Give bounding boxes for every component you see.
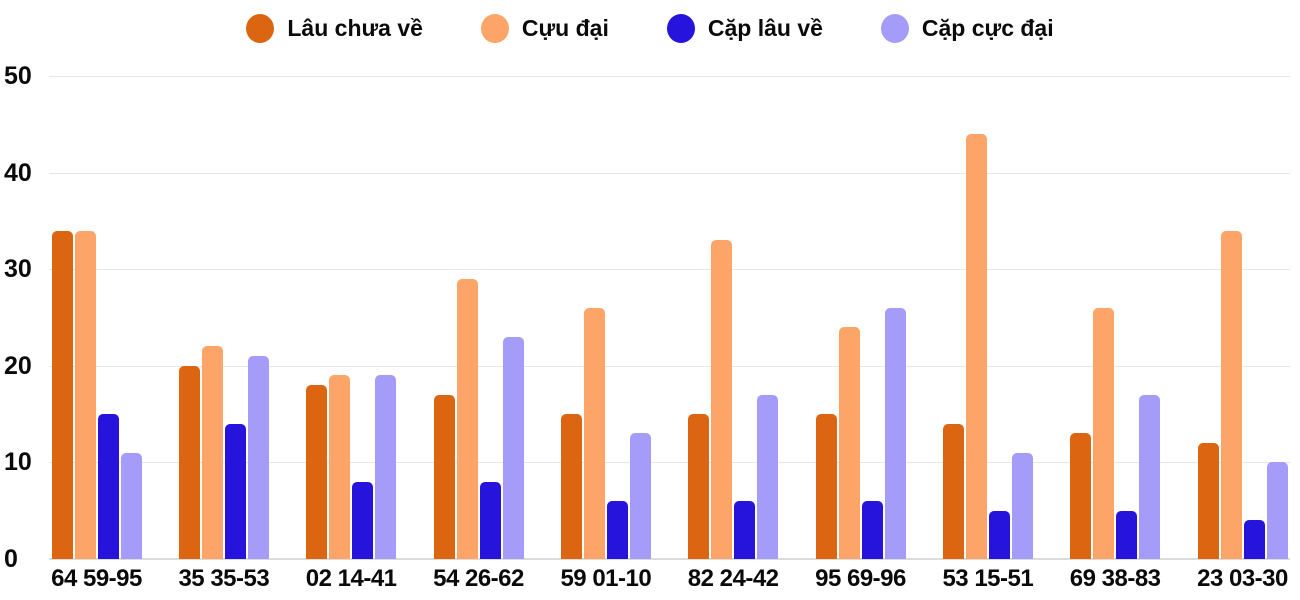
bar bbox=[178, 365, 200, 559]
gridline bbox=[49, 172, 1290, 174]
legend-marker-dot-icon bbox=[246, 13, 275, 43]
y-axis-tick-label: 20 bbox=[4, 351, 32, 380]
bar bbox=[352, 481, 374, 559]
bar bbox=[815, 414, 837, 559]
x-axis-tick-label: 59 01-10 bbox=[560, 565, 652, 592]
bar-group bbox=[815, 307, 906, 559]
bar bbox=[1220, 230, 1242, 559]
bar bbox=[97, 414, 119, 559]
bar bbox=[942, 423, 964, 559]
bar bbox=[329, 375, 351, 559]
x-axis-tick-label: 82 24-42 bbox=[687, 565, 779, 592]
bar bbox=[583, 307, 605, 559]
bar bbox=[757, 394, 779, 559]
gridline bbox=[49, 365, 1290, 367]
bar bbox=[1011, 452, 1033, 559]
bar bbox=[120, 452, 142, 559]
bar bbox=[988, 510, 1010, 559]
legend-marker-dot-icon bbox=[880, 13, 909, 43]
bar bbox=[606, 501, 628, 559]
legend-item[interactable]: Cặp cực đại bbox=[880, 13, 1054, 43]
y-axis-tick-label: 40 bbox=[4, 158, 32, 187]
bar bbox=[224, 423, 246, 559]
bar bbox=[201, 346, 223, 559]
bar bbox=[1070, 433, 1092, 559]
y-axis-tick-label: 50 bbox=[4, 62, 32, 90]
bar bbox=[1197, 443, 1219, 559]
y-axis-tick-label: 30 bbox=[4, 255, 32, 284]
bar bbox=[1139, 394, 1161, 559]
bar-group bbox=[306, 375, 397, 559]
bar bbox=[247, 356, 269, 559]
legend-item[interactable]: Cặp lâu về bbox=[666, 13, 823, 43]
plot-area: 64 59-95 35 35-53 02 14-41 54 26-62 59 01-10… bbox=[49, 76, 1290, 592]
gridline bbox=[49, 269, 1290, 271]
bar bbox=[74, 230, 96, 559]
bar bbox=[1243, 520, 1265, 559]
bar bbox=[711, 240, 733, 559]
legend-marker-dot-icon bbox=[480, 13, 509, 43]
bar-group bbox=[51, 230, 142, 559]
bar bbox=[838, 327, 860, 559]
bar bbox=[306, 385, 328, 559]
bar-group bbox=[1070, 307, 1161, 559]
bar bbox=[479, 481, 501, 559]
x-axis-tick-label: 23 03-30 bbox=[1197, 565, 1288, 592]
legend-label: Cựu đại bbox=[521, 14, 609, 41]
x-axis-tick-label: 02 14-41 bbox=[305, 565, 397, 592]
legend-marker-dot-icon bbox=[666, 13, 695, 43]
bar-group bbox=[433, 278, 524, 559]
x-axis-tick-label: 69 38-83 bbox=[1069, 565, 1161, 592]
bar bbox=[965, 133, 987, 559]
legend-item[interactable]: Cựu đại bbox=[480, 13, 609, 43]
x-axis-line bbox=[49, 558, 1290, 560]
bar bbox=[375, 375, 397, 559]
x-axis-tick-label: 64 59-95 bbox=[51, 565, 142, 592]
bar-group bbox=[1197, 230, 1288, 559]
x-axis-tick-label: 53 15-51 bbox=[942, 565, 1034, 592]
bar bbox=[1116, 510, 1138, 559]
gridline bbox=[49, 462, 1290, 464]
bar bbox=[560, 414, 582, 559]
gridline bbox=[49, 76, 1290, 77]
bar bbox=[688, 414, 710, 559]
bar bbox=[51, 230, 73, 559]
bar-group bbox=[942, 133, 1033, 559]
bar-group bbox=[178, 346, 269, 559]
bar bbox=[629, 433, 651, 559]
x-axis-tick-label: 54 26-62 bbox=[433, 565, 524, 592]
bar bbox=[861, 501, 883, 559]
bar-group bbox=[560, 307, 651, 559]
bar bbox=[456, 278, 478, 559]
bar bbox=[884, 307, 906, 559]
bar bbox=[1266, 462, 1288, 559]
y-axis-tick-label: 0 bbox=[4, 545, 18, 573]
y-axis-tick-label: 10 bbox=[4, 448, 32, 477]
bar bbox=[502, 336, 524, 559]
bar bbox=[1093, 307, 1115, 559]
x-axis-tick-label: 35 35-53 bbox=[178, 565, 270, 592]
legend: Lâu chưa về Cựu đại Cặp lâu về Cặp cực đại bbox=[0, 6, 1300, 50]
legend-item[interactable]: Lâu chưa về bbox=[246, 13, 423, 43]
bar bbox=[433, 394, 455, 559]
x-axis-tick-label: 95 69-96 bbox=[815, 565, 906, 592]
bar-group bbox=[688, 240, 779, 559]
legend-label: Lâu chưa về bbox=[287, 14, 423, 41]
legend-label: Cặp lâu về bbox=[707, 14, 823, 41]
legend-label: Cặp cực đại bbox=[921, 14, 1054, 41]
bar bbox=[734, 501, 756, 559]
